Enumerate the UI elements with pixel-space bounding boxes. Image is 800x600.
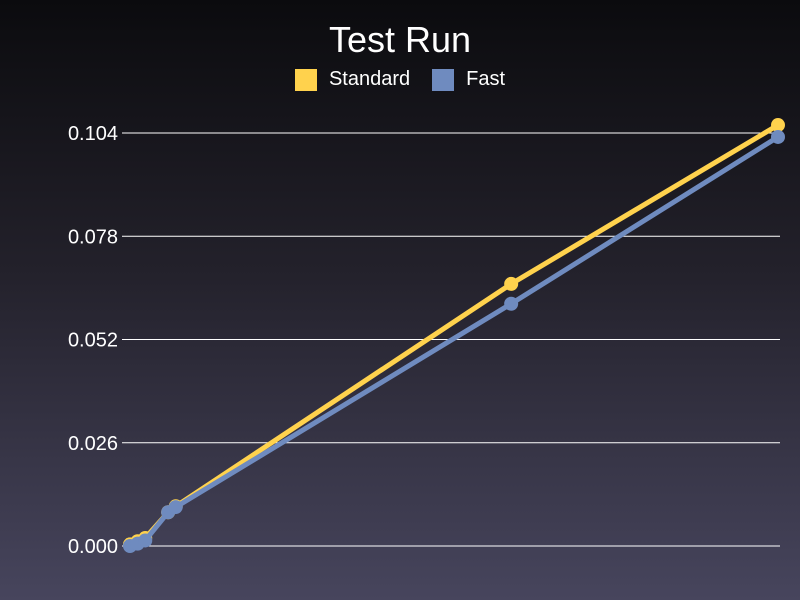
series-line-standard: [129, 122, 780, 547]
chart-title: Test Run: [328, 19, 472, 60]
point-standard-5[interactable]: [504, 276, 519, 291]
point-fast-2[interactable]: [138, 533, 153, 548]
y-tick-labels: 0.000 0.026 0.052 0.078 0.104: [68, 123, 118, 558]
legend: Standard Fast: [0, 68, 800, 91]
legend-swatch-fast: [432, 68, 455, 91]
point-fast-5[interactable]: [504, 296, 519, 311]
y-tick-label-4: 0.104: [68, 123, 118, 145]
series-fast: [123, 129, 785, 553]
y-tick-label-2: 0.052: [68, 330, 118, 352]
y-tick-label-1: 0.026: [68, 433, 118, 455]
series-line-fast: [129, 134, 780, 549]
legend-item-fast[interactable]: Fast: [432, 68, 505, 91]
y-tick-label-3: 0.078: [68, 226, 118, 248]
point-fast-6[interactable]: [771, 129, 785, 144]
point-standard-6[interactable]: [771, 118, 785, 133]
legend-label-standard: Standard: [328, 68, 411, 90]
legend-label-fast: Fast: [466, 68, 506, 90]
legend-item-standard[interactable]: Standard: [294, 68, 411, 91]
y-tick-label-0: 0.000: [68, 536, 118, 558]
legend-swatch-standard: [294, 68, 317, 91]
series-standard: [123, 118, 785, 552]
gridlines: [122, 132, 780, 547]
series-lines: [123, 118, 785, 553]
point-fast-4[interactable]: [168, 500, 183, 515]
